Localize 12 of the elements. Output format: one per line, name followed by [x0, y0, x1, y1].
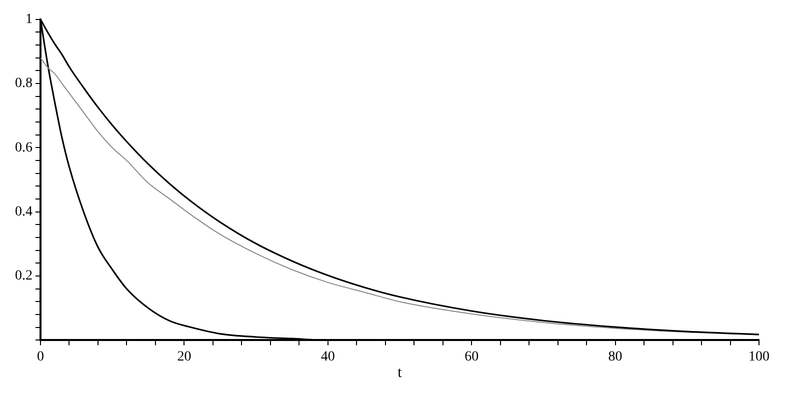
y-tick-label: 1 — [26, 12, 32, 28]
y-tick-label: 0.2 — [15, 268, 32, 284]
y-tick-label: 0.4 — [15, 204, 32, 220]
x-tick-label: 40 — [320, 349, 335, 364]
y-tick-label: 0.8 — [15, 76, 32, 92]
y-tick-label: 0.6 — [15, 140, 32, 156]
x-tick-label: 80 — [608, 349, 622, 364]
x-axis-title: t — [398, 364, 403, 381]
x-tick-label: 100 — [748, 349, 770, 364]
x-tick-label: 20 — [177, 349, 192, 364]
x-tick-label: 0 — [37, 349, 44, 364]
x-tick-label: 60 — [464, 349, 479, 364]
